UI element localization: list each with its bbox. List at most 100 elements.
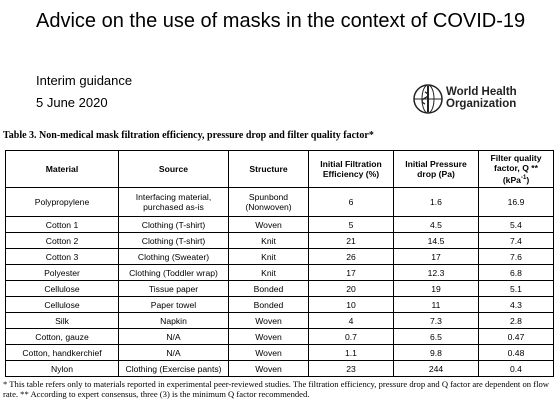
table-cell: N/A (118, 344, 229, 361)
table-cell: Cotton 2 (5, 232, 119, 249)
logo-line: World Health (446, 86, 517, 98)
table-cell: 5.4 (478, 216, 554, 233)
table-row: Cotton 3 Clothing (Sweater) Knit 26 17 7.6 (5, 248, 554, 265)
table-cell: Interfacing material, purchased as-is (118, 187, 229, 217)
column-header: Initial Pressure drop (Pa) (393, 150, 479, 188)
header-text: (kPa (502, 174, 521, 185)
footnote: * This table refers only to materials re… (3, 379, 549, 399)
table-cell: 5 (308, 216, 394, 233)
table-cell: Tissue paper (118, 280, 229, 297)
table-cell: Cotton 3 (5, 248, 119, 265)
table-row: Nylon Clothing (Exercise pants) Woven 23 244… (5, 360, 554, 377)
date: 5 June 2020 (36, 95, 108, 110)
table-row: Cellulose Tissue paper Bonded 20 19 5.1 (5, 280, 554, 297)
table-cell: Clothing (Toddler wrap) (118, 264, 229, 281)
table-cell: 20 (308, 280, 394, 297)
table-cell: 6.5 (393, 328, 479, 345)
table-cell: 10 (308, 296, 394, 313)
table-cell: 17 (308, 264, 394, 281)
table-cell: 1.6 (393, 187, 479, 217)
table-cell: Bonded (228, 280, 309, 297)
table-cell: 5.1 (478, 280, 554, 297)
table-cell: Napkin (118, 312, 229, 329)
table-cell: Woven (228, 312, 309, 329)
table-cell: Knit (228, 264, 309, 281)
table-cell: Bonded (228, 296, 309, 313)
table-row: Polyester Clothing (Toddler wrap) Knit 17 12… (5, 264, 554, 281)
table-cell: 0.7 (308, 328, 394, 345)
table-cell: 4 (308, 312, 394, 329)
table-cell: Cotton 1 (5, 216, 119, 233)
table-cell: 14.5 (393, 232, 479, 249)
table-row: Cotton, handkerchief N/A Woven 1.1 9.8 0.48 (5, 344, 554, 361)
table-cell: 0.4 (478, 360, 554, 377)
table-cell: 4.3 (478, 296, 554, 313)
table-cell: Woven (228, 360, 309, 377)
title: Advice on the use of masks in the contex… (36, 10, 526, 32)
table-cell: Knit (228, 232, 309, 249)
table-cell: Polypropylene (5, 187, 119, 217)
header-text: Filter quality factor, Q ** (490, 153, 542, 174)
logo-line: Organization (446, 98, 517, 110)
table-caption: Table 3. Non-medical mask filtration eff… (3, 130, 374, 141)
table-cell: 244 (393, 360, 479, 377)
table-cell: Cotton, gauze (5, 328, 119, 345)
table-row: Cotton 2 Clothing (T-shirt) Knit 21 14.5 7.4 (5, 232, 554, 249)
table-cell: 9.8 (393, 344, 479, 361)
table-cell: 26 (308, 248, 394, 265)
table-cell: N/A (118, 328, 229, 345)
table-cell: Cellulose (5, 280, 119, 297)
table-row: Cotton, gauze N/A Woven 0.7 6.5 0.47 (5, 328, 554, 345)
table-cell: Spunbond (Nonwoven) (228, 187, 309, 217)
table-cell: Clothing (T-shirt) (118, 216, 229, 233)
table-cell: Woven (228, 216, 309, 233)
table-cell: Woven (228, 328, 309, 345)
table-cell: Knit (228, 248, 309, 265)
table-cell: Polyester (5, 264, 119, 281)
table-cell: Silk (5, 312, 119, 329)
table-cell: 7.3 (393, 312, 479, 329)
header-text: ) (526, 174, 530, 185)
table-row: Cotton 1 Clothing (T-shirt) Woven 5 4.5 5.4 (5, 216, 554, 233)
table-cell: Cellulose (5, 296, 119, 313)
table-cell: 23 (308, 360, 394, 377)
table-cell: Clothing (T-shirt) (118, 232, 229, 249)
table-cell: 6.8 (478, 264, 554, 281)
table-cell: Clothing (Sweater) (118, 248, 229, 265)
data-table: Material Source Structure Initial Filtratio… (5, 150, 554, 377)
table-cell: Cotton, handkerchief (5, 344, 119, 361)
subtitle: Interim guidance (36, 73, 133, 88)
table-cell: 1.1 (308, 344, 394, 361)
table-cell: Woven (228, 344, 309, 361)
header-superscript: -1 (520, 175, 527, 182)
column-header: Material (5, 150, 119, 188)
column-header: Initial Filtration Efficiency (%) (308, 150, 394, 188)
table-cell: 17 (393, 248, 479, 265)
table-cell: 11 (393, 296, 479, 313)
table-row: Polypropylene Interfacing material, purch… (5, 187, 554, 217)
logo-text: World Health Organization (446, 86, 517, 110)
who-emblem (413, 84, 443, 114)
table-cell: Clothing (Exercise pants) (118, 360, 229, 377)
table-cell: 12.3 (393, 264, 479, 281)
table-cell: 6 (308, 187, 394, 217)
table-cell: 16.9 (478, 187, 554, 217)
table-body: Polypropylene Interfacing material, purch… (5, 187, 554, 377)
table-cell: 0.47 (478, 328, 554, 345)
table-cell: 7.6 (478, 248, 554, 265)
table-cell: 19 (393, 280, 479, 297)
table-cell: 21 (308, 232, 394, 249)
table-cell: 7.4 (478, 232, 554, 249)
table-cell: Paper towel (118, 296, 229, 313)
column-header: Structure (228, 150, 309, 188)
header-row: Material Source Structure Initial Filtratio… (5, 150, 554, 188)
table-cell: 2.8 (478, 312, 554, 329)
table-cell: 4.5 (393, 216, 479, 233)
table-cell: 0.48 (478, 344, 554, 361)
column-header: Filter quality factor, Q ** (kPa-1) (478, 150, 554, 188)
table-cell: Nylon (5, 360, 119, 377)
column-header: Source (118, 150, 229, 188)
table-row: Silk Napkin Woven 4 7.3 2.8 (5, 312, 554, 329)
table-row: Cellulose Paper towel Bonded 10 11 4.3 (5, 296, 554, 313)
